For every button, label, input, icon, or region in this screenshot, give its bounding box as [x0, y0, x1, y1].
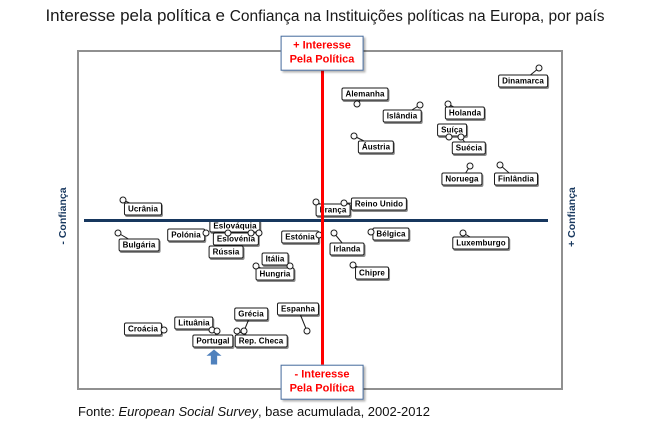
country-label-lituania: Lituânia [174, 316, 214, 330]
data-point-islandia [416, 101, 424, 109]
country-label-irlanda: Irlanda [329, 242, 365, 256]
y-axis-line-interesse [321, 70, 324, 367]
chart-title-part1: Interesse pela política e [45, 6, 230, 25]
data-point-holanda [444, 100, 452, 108]
country-label-belgica: Bélgica [372, 227, 410, 241]
data-point-noruega [466, 162, 474, 170]
data-point-suica [445, 133, 453, 141]
country-label-holanda: Holanda [444, 106, 486, 120]
data-point-luxemburgo [459, 229, 467, 237]
country-label-finlandia: Finlândia [493, 172, 539, 186]
country-label-alemanha: Alemanha [341, 87, 389, 101]
x-axis-line-confianca [84, 219, 548, 222]
country-label-croacia: Croácia [123, 322, 163, 336]
country-label-chipre: Chipre [355, 266, 389, 280]
quadrant-label-top-line2: Pela Política [289, 54, 355, 66]
axis-label-minus-confianca: - Confiança [57, 187, 69, 245]
data-point-austria [350, 132, 358, 140]
data-point-hungria [252, 262, 260, 270]
data-point-belgica [367, 228, 375, 236]
chart-title: Interesse pela política e Confiança na I… [0, 6, 650, 26]
data-point-italia [286, 262, 294, 270]
data-point-irlanda [330, 229, 338, 237]
data-point-eslovenia [247, 229, 255, 237]
country-label-rep-checa: Rep. Checa [234, 334, 288, 348]
quadrant-label-bottom-line1: - Interesse [294, 368, 350, 381]
data-point-russia [255, 229, 263, 237]
country-label-italia: Itália [261, 252, 289, 266]
country-label-espanha: Espanha [276, 302, 320, 316]
data-point-portugal [213, 327, 221, 335]
country-label-austria: Áustria [357, 140, 395, 154]
source-prefix: Fonte: [78, 404, 119, 419]
data-point-grecia [240, 327, 248, 335]
axis-label-plus-confianca: + Confiança [566, 187, 578, 247]
country-label-portugal: Portugal [192, 334, 234, 348]
data-point-espanha [303, 327, 311, 335]
quadrant-label-top-line1: + Interesse [293, 39, 351, 52]
source-suffix: , base acumulada, 2002-2012 [257, 404, 430, 419]
data-point-eslovaquia [224, 229, 232, 237]
country-label-polonia: Polónia [167, 228, 205, 242]
country-label-reino-unido: Reino Unido [350, 197, 408, 211]
chart-title-part2: Confiança na Instituições políticas na E… [229, 8, 605, 25]
data-point-reino-unido [340, 199, 348, 207]
quadrant-label-bottom-interesse: - Interesse Pela Política [280, 364, 364, 400]
data-point-chipre [349, 261, 357, 269]
country-label-noruega: Noruega [441, 172, 483, 186]
quadrant-label-top-interesse: + Interesse Pela Política [280, 35, 364, 71]
data-point-finlandia [496, 161, 504, 169]
quadrant-label-bottom-line2: Pela Política [289, 383, 355, 395]
country-label-suecia: Suécia [451, 141, 487, 155]
source-note: Fonte: European Social Survey, base acum… [78, 404, 430, 419]
data-point-ucrania [119, 196, 127, 204]
data-point-suecia [457, 133, 465, 141]
data-point-croacia [160, 326, 168, 334]
country-label-bulgaria: Bulgária [118, 238, 160, 252]
data-point-bulgaria [114, 229, 122, 237]
data-point-alemanha [353, 100, 361, 108]
country-label-islandia: Islândia [382, 109, 422, 123]
source-work: European Social Survey [118, 404, 258, 419]
data-point-polonia [202, 229, 210, 237]
country-label-dinamarca: Dinamarca [498, 74, 548, 88]
data-point-rep-checa [233, 327, 241, 335]
country-label-estonia: Estónia [281, 230, 319, 244]
country-label-grecia: Grécia [234, 307, 268, 321]
data-point-dinamarca [535, 64, 543, 72]
country-label-ucrania: Ucrânia [123, 202, 163, 216]
data-point-franca [312, 198, 320, 206]
country-label-russia: Rússia [208, 245, 244, 259]
country-label-luxemburgo: Luxemburgo [452, 236, 510, 250]
